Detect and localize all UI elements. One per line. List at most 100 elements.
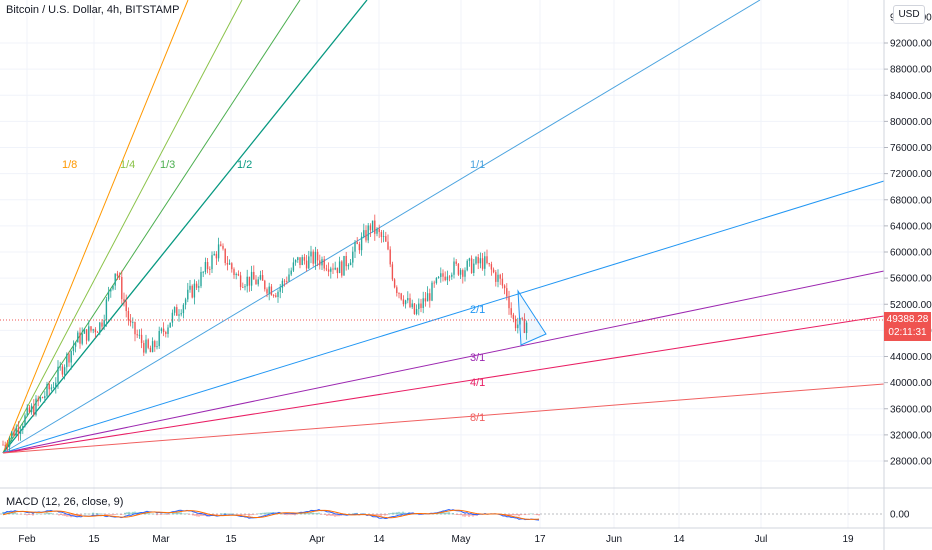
candle-body [222, 245, 224, 249]
candle-body [316, 251, 319, 261]
candle-body [242, 287, 244, 288]
candle-body [48, 384, 50, 390]
candle-body [121, 277, 123, 300]
candle-body [446, 276, 449, 281]
macd-histogram-bar [464, 514, 466, 517]
macd-histogram-bar [180, 512, 182, 515]
candle-body [6, 446, 9, 448]
candle-body [503, 285, 506, 289]
macd-histogram-bar [110, 514, 112, 515]
macd-histogram-bar [208, 514, 210, 517]
fan-label-4-1: 4/1 [470, 377, 485, 389]
candle-body [39, 397, 42, 401]
candle-body [338, 261, 341, 274]
candle-body [512, 314, 515, 320]
macd-histogram-bar [246, 514, 248, 515]
candle-body [151, 341, 154, 353]
candle-body [209, 269, 211, 270]
candle-body [149, 347, 152, 353]
currency-button[interactable]: USD [893, 5, 925, 24]
chart-title: Bitcoin / U.S. Dollar, 4h, BITSTAMP [6, 4, 180, 16]
candle-body [90, 326, 92, 331]
candle-body [451, 274, 453, 277]
candle-body [382, 236, 385, 237]
macd-histogram-bar [84, 513, 86, 515]
macd-histogram-bar [264, 512, 266, 515]
candle-body [140, 334, 143, 343]
candle-body [442, 273, 444, 277]
macd-histogram-bar [44, 513, 46, 515]
candle-body [94, 329, 97, 333]
macd-histogram-bar [124, 512, 126, 515]
candle-body [143, 342, 145, 353]
macd-histogram-bar [240, 514, 242, 516]
candle-body [180, 313, 182, 315]
candle-body [499, 274, 501, 279]
y-tick-label: 72000.00 [890, 169, 932, 180]
candle-body [101, 322, 103, 327]
candle-body [378, 228, 380, 233]
macd-histogram-bar [24, 514, 26, 515]
macd-histogram-bar [58, 514, 60, 516]
macd-histogram-bar [316, 513, 318, 515]
candle-body [272, 295, 275, 296]
candle-body [156, 346, 158, 348]
y-tick-label: 76000.00 [890, 143, 932, 154]
candle-body [202, 271, 204, 273]
macd-histogram-bar [292, 514, 294, 515]
macd-histogram-bar [298, 513, 300, 515]
fan-label-8-1: 8/1 [470, 412, 485, 424]
candle-body [72, 346, 75, 352]
y-tick-label: 56000.00 [890, 274, 932, 285]
candle-body [323, 259, 325, 269]
macd-histogram-bar [160, 514, 162, 515]
macd-histogram-bar [460, 514, 462, 516]
macd-line [2, 508, 540, 521]
candle-body [147, 339, 149, 348]
macd-histogram-bar [186, 513, 188, 515]
macd-histogram-bar [242, 514, 244, 515]
candle-body [134, 321, 136, 335]
candle-body [173, 307, 176, 313]
macd-histogram-bar [78, 514, 80, 516]
candle-body [484, 256, 486, 269]
macd-histogram-bar [140, 512, 142, 515]
y-tick-label: 64000.00 [890, 221, 932, 232]
macd-histogram-bar [282, 514, 284, 515]
candle-body [453, 261, 455, 275]
macd-histogram-bar [528, 514, 530, 515]
candle-body [17, 427, 20, 434]
candle-body [37, 398, 39, 401]
candle-body [33, 405, 35, 415]
candle-body [19, 429, 22, 434]
macd-histogram-bar [28, 514, 30, 515]
candle-body [336, 267, 339, 274]
macd-histogram-bar [518, 514, 520, 517]
macd-histogram-bar [400, 512, 402, 515]
candle-body [235, 273, 237, 276]
macd-histogram-bar [250, 514, 252, 516]
macd-histogram-bar [472, 514, 474, 517]
macd-histogram-bar [30, 514, 32, 515]
candle-body [261, 275, 264, 281]
macd-histogram-bar [214, 514, 216, 515]
macd-histogram-bar [510, 514, 512, 516]
candle-body [369, 225, 372, 231]
candle-body [402, 299, 405, 305]
gann-fan[interactable]: 1/8 1/4 1/3 1/2 1/1 2/1 3/1 4/1 8/1 [2, 0, 885, 454]
macd-histogram-bar [62, 514, 64, 516]
candle-body [488, 263, 490, 265]
candle-body [347, 265, 350, 267]
candle-body [455, 261, 457, 264]
candle-body [481, 258, 484, 269]
candle-body [314, 251, 317, 264]
candle-body [409, 298, 411, 308]
candle-body [4, 444, 6, 447]
candle-body [28, 407, 31, 413]
macd-histogram-bar [326, 514, 328, 516]
macd-histogram-bar [254, 514, 256, 515]
macd-histogram-bar [120, 514, 122, 516]
triangle-drawing[interactable] [517, 289, 547, 346]
candle-body [349, 262, 352, 266]
